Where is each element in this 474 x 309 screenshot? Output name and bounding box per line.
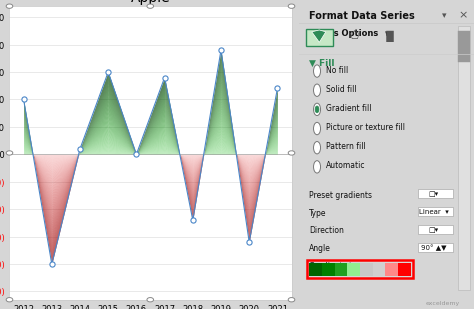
Point — [217, 48, 225, 53]
Bar — [347, 263, 360, 276]
Bar — [322, 263, 335, 276]
Text: 90° ▲▼: 90° ▲▼ — [421, 244, 447, 251]
Title: Apple: Apple — [131, 0, 170, 5]
Circle shape — [313, 122, 320, 135]
Polygon shape — [312, 30, 326, 42]
Bar — [306, 29, 333, 46]
Text: Series Options  ∨: Series Options ∨ — [309, 29, 391, 38]
Bar — [458, 31, 471, 62]
Text: Gradient stops: Gradient stops — [309, 262, 366, 271]
Circle shape — [313, 103, 320, 116]
Text: Preset gradients: Preset gradients — [309, 191, 372, 200]
Bar — [418, 189, 453, 198]
Text: □▾: □▾ — [428, 191, 439, 197]
Point — [48, 262, 55, 267]
Text: Solid fill: Solid fill — [326, 85, 356, 94]
Bar — [418, 243, 453, 252]
Text: Gradient fill: Gradient fill — [326, 104, 371, 113]
Text: Direction: Direction — [309, 226, 344, 235]
Point — [189, 218, 197, 223]
Point — [133, 152, 140, 157]
Text: □▾: □▾ — [428, 226, 439, 233]
Bar — [385, 263, 398, 276]
Circle shape — [313, 142, 320, 154]
Text: ×: × — [458, 11, 467, 21]
Text: exceldemy: exceldemy — [426, 301, 460, 306]
Bar — [307, 260, 413, 278]
Text: Format Data Series: Format Data Series — [309, 11, 415, 21]
Point — [76, 146, 84, 151]
Text: ▾: ▾ — [442, 11, 447, 20]
Text: Pattern fill: Pattern fill — [326, 142, 365, 151]
Bar — [418, 225, 453, 234]
Circle shape — [313, 84, 320, 96]
Bar — [398, 263, 411, 276]
Text: No fill: No fill — [326, 66, 348, 75]
Text: ▼ Fill: ▼ Fill — [309, 59, 335, 68]
Circle shape — [313, 65, 320, 77]
Point — [273, 86, 281, 91]
Text: Automatic: Automatic — [326, 161, 365, 171]
Bar — [373, 263, 385, 276]
Circle shape — [315, 106, 319, 113]
Text: ▐▌: ▐▌ — [381, 31, 398, 42]
Text: Type: Type — [309, 209, 327, 218]
Point — [20, 97, 27, 102]
Text: Angle: Angle — [309, 244, 331, 253]
Bar — [360, 263, 373, 276]
Text: Picture or texture fill: Picture or texture fill — [326, 123, 405, 132]
Bar — [335, 263, 347, 276]
Bar — [309, 263, 322, 276]
Point — [161, 75, 168, 80]
Bar — [458, 26, 471, 290]
Circle shape — [313, 161, 320, 173]
Text: ⬠: ⬠ — [350, 31, 360, 41]
Point — [246, 240, 253, 245]
Point — [104, 70, 112, 74]
Bar — [418, 207, 453, 216]
Text: Linear  ▾: Linear ▾ — [419, 209, 448, 215]
